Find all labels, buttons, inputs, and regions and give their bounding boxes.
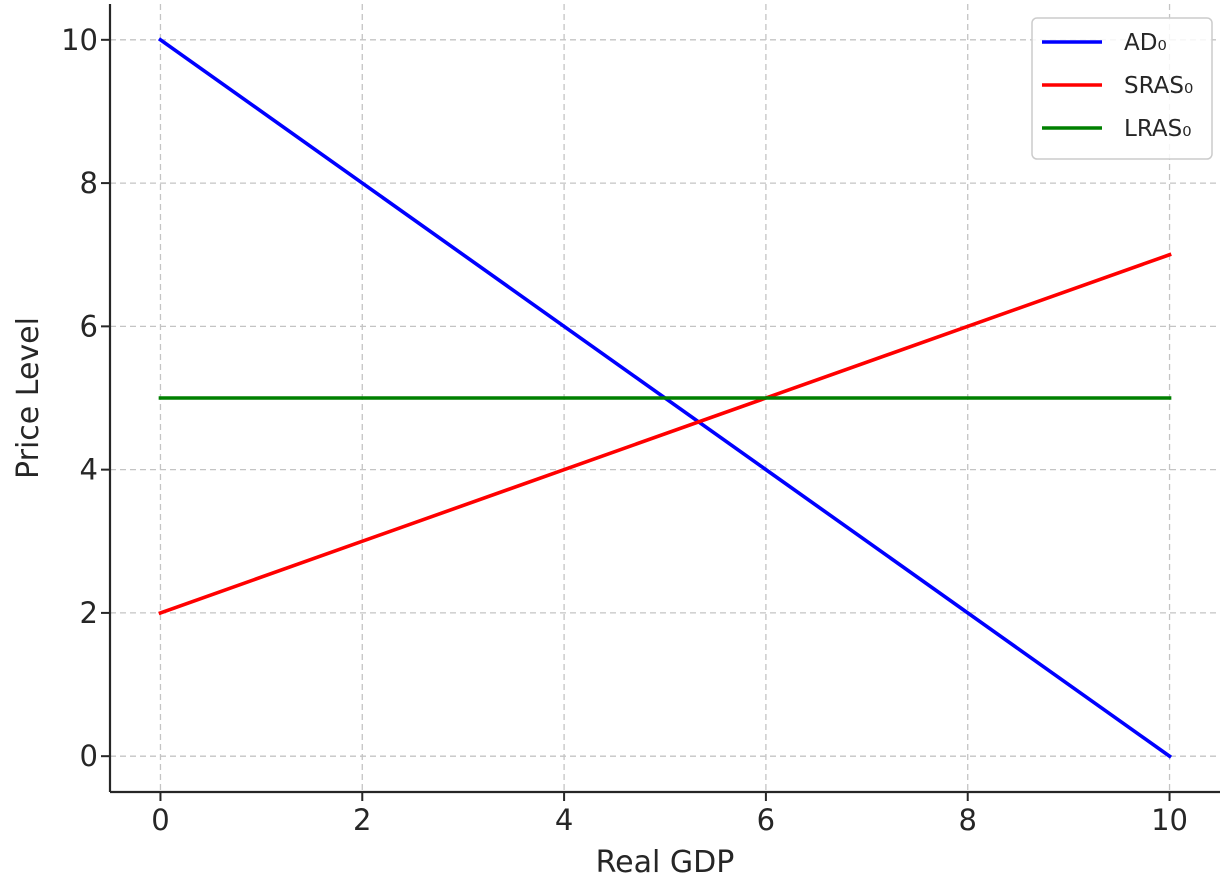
y-axis-label: Price Level [11,317,46,479]
series-line-1 [158,252,1172,616]
x-tick-label: 8 [959,803,977,837]
legend-label-1: SRAS₀ [1124,73,1193,99]
y-tick-label: 10 [61,23,98,57]
x-tick-label: 4 [555,803,573,837]
ticks: 0 2 4 6 8 10 0 2 4 6 8 10 [61,23,1188,837]
plot-series [157,37,1173,759]
legend-label-0: AD₀ [1124,30,1167,56]
y-tick-label: 2 [80,596,98,630]
y-tick-label: 0 [80,739,98,773]
legend-frame [1031,17,1213,160]
axes [108,4,1220,794]
x-tick-label: 2 [353,803,371,837]
y-tick-label: 4 [80,453,98,487]
legend-label-2: LRAS₀ [1124,116,1191,142]
legend: AD₀ SRAS₀ LRAS₀ [1031,17,1213,160]
x-tick-label: 0 [151,803,169,837]
y-tick-label: 8 [80,166,98,200]
x-tick-label: 10 [1151,803,1188,837]
y-tick-label: 6 [80,309,98,343]
x-tick-label: 6 [757,803,775,837]
x-axis-label: Real GDP [596,845,735,880]
